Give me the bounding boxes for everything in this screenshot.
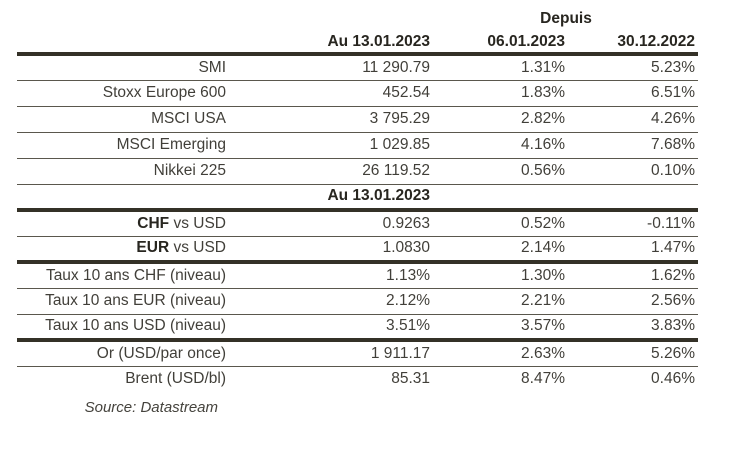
value-cell: 1.83% [434, 80, 569, 107]
row-label: SMI [17, 54, 242, 81]
column-header-since-date-1: 06.01.2023 [434, 31, 569, 56]
section-header-row: Au 13.01.2023 [17, 184, 698, 212]
row-label: Taux 10 ans CHF (niveau) [17, 262, 242, 289]
row-label: Taux 10 ans USD (niveau) [17, 314, 242, 342]
value-cell: 3.51% [242, 314, 434, 342]
value-cell: 452.54 [242, 80, 434, 107]
value-cell: 3.83% [569, 314, 698, 342]
value-cell: 85.31 [391, 370, 430, 388]
value-cell: 1 029.85 [242, 132, 434, 159]
column-header-since-date-2: 30.12.2022 [569, 31, 698, 56]
value-cell: 3.57% [434, 314, 569, 342]
empty-cell [434, 392, 569, 422]
value-cell: 1.30% [434, 262, 569, 289]
row-label: Taux 10 ans EUR (niveau) [17, 288, 242, 315]
value-cell: 5.26% [569, 340, 698, 367]
market-data-table: Depuis Au 13.01.2023 06.01.2023 30.12.20… [17, 6, 698, 422]
empty-header-cell [17, 31, 242, 56]
table-row: Taux 10 ans EUR (niveau) 2.12% 2.21% 2.56% [17, 288, 698, 315]
empty-header-cell [242, 6, 434, 31]
value-cell: 1 911.17 [242, 340, 434, 367]
value-cell: 4.26% [569, 106, 698, 133]
value-cell [569, 184, 698, 212]
value-cell: 2.56% [569, 288, 698, 315]
row-label: Brent (USD/bl) [125, 370, 226, 388]
row-label: EUR vs USD [17, 236, 242, 264]
table-row: Nikkei 225 26 119.52 0.56% 0.10% [17, 158, 698, 185]
empty-cell [569, 392, 698, 422]
value-cell: 1.47% [569, 236, 698, 264]
value-cell: 26 119.52 [242, 158, 434, 185]
value-cell: -0.11% [569, 210, 698, 237]
value-cell: 4.16% [434, 132, 569, 159]
empty-header-cell [17, 6, 242, 31]
section-date-label: Au 13.01.2023 [242, 184, 434, 212]
value-cell: 8.47% [521, 370, 565, 388]
column-header-main-date: Au 13.01.2023 [242, 31, 434, 56]
value-cell: 0.10% [569, 158, 698, 185]
row-label: Nikkei 225 [17, 158, 242, 185]
value-cell: 1.31% [434, 54, 569, 81]
value-cell: 0.52% [434, 210, 569, 237]
value-cell: 5.23% [569, 54, 698, 81]
table-row: Brent (USD/bl) 85.31 8.47% 0.46% [17, 366, 698, 392]
value-cell: 7.68% [569, 132, 698, 159]
row-label: Or (USD/par once) [17, 340, 242, 367]
row-label: MSCI Emerging [17, 132, 242, 159]
value-cell: 2.14% [434, 236, 569, 264]
empty-cell [242, 392, 434, 422]
value-cell: 0.46% [651, 370, 695, 388]
row-label-bold-prefix: CHF [137, 214, 170, 232]
table-row: Or (USD/par once) 1 911.17 2.63% 5.26% [17, 340, 698, 367]
row-label-bold-prefix: EUR [136, 239, 170, 257]
depuis-header-row: Depuis [17, 6, 698, 31]
table-row: SMI 11 290.79 1.31% 5.23% [17, 54, 698, 81]
value-cell: 2.12% [242, 288, 434, 315]
row-label: Stoxx Europe 600 [17, 80, 242, 107]
depuis-merged-header: Depuis [540, 9, 592, 27]
source-note: Source: Datastream [84, 398, 218, 416]
value-cell: 2.21% [434, 288, 569, 315]
table-row: MSCI Emerging 1 029.85 4.16% 7.68% [17, 132, 698, 159]
row-label [17, 184, 242, 212]
table-row: Taux 10 ans CHF (niveau) 1.13% 1.30% 1.62% [17, 262, 698, 289]
source-row: Source: Datastream [17, 392, 698, 422]
table-row: Stoxx Europe 600 452.54 1.83% 6.51% [17, 80, 698, 107]
value-cell: 11 290.79 [242, 54, 434, 81]
value-cell: 3 795.29 [242, 106, 434, 133]
value-cell: 1.62% [569, 262, 698, 289]
value-cell [434, 184, 569, 212]
table-row: Taux 10 ans USD (niveau) 3.51% 3.57% 3.83% [17, 314, 698, 342]
table-row: EUR vs USD 1.0830 2.14% 1.47% [17, 236, 698, 264]
value-cell: 1.13% [242, 262, 434, 289]
row-label: CHF vs USD [17, 210, 242, 237]
table-row: MSCI USA 3 795.29 2.82% 4.26% [17, 106, 698, 133]
value-cell: 6.51% [569, 80, 698, 107]
value-cell: 1.0830 [242, 236, 434, 264]
row-label: MSCI USA [17, 106, 242, 133]
value-cell: 0.9263 [242, 210, 434, 237]
column-header-row: Au 13.01.2023 06.01.2023 30.12.2022 [17, 31, 698, 56]
value-cell: 0.56% [434, 158, 569, 185]
value-cell: 2.63% [434, 340, 569, 367]
value-cell: 2.82% [434, 106, 569, 133]
table-row: CHF vs USD 0.9263 0.52% -0.11% [17, 210, 698, 237]
